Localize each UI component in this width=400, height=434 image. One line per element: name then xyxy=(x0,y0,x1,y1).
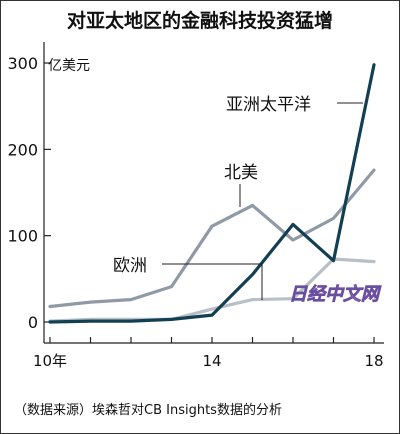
y-tick-label: 300 xyxy=(7,54,38,73)
label-north-america: 北美 xyxy=(224,163,258,207)
x-tick-label: 14 xyxy=(202,352,221,370)
series-line-asia-pacific xyxy=(48,63,376,324)
series-lines xyxy=(48,63,376,324)
series-label-north-america: 北美 xyxy=(224,163,258,183)
leader-europe xyxy=(162,263,263,300)
y-tick-label: 100 xyxy=(7,227,38,246)
x-tick-label: 10年 xyxy=(33,352,67,370)
series-label-asia-pacific: 亚洲太平洋 xyxy=(226,95,311,115)
y-tick-label: 0 xyxy=(28,313,38,332)
source-note: （数据来源）埃森哲对CB Insights数据的分析 xyxy=(14,402,282,418)
x-ticks: 10年 14 18 xyxy=(33,337,384,370)
y-tick-label: 200 xyxy=(7,140,38,159)
label-asia-pacific: 亚洲太平洋 xyxy=(226,95,363,115)
y-ticks: 0 100 200 300 xyxy=(7,54,51,332)
label-europe: 欧洲 xyxy=(113,256,263,300)
chart-title: 对亚太地区的金融科技投资猛增 xyxy=(67,9,333,32)
watermark: 日经中文网 xyxy=(289,284,382,305)
series-label-europe: 欧洲 xyxy=(113,256,147,276)
x-tick-label: 18 xyxy=(364,352,383,370)
plot-area: 0 100 200 300 10年 14 18 xyxy=(7,42,384,370)
unit-label: 亿美元 xyxy=(48,58,90,74)
series-line-europe xyxy=(48,257,376,323)
series-line-north-america xyxy=(48,168,376,309)
